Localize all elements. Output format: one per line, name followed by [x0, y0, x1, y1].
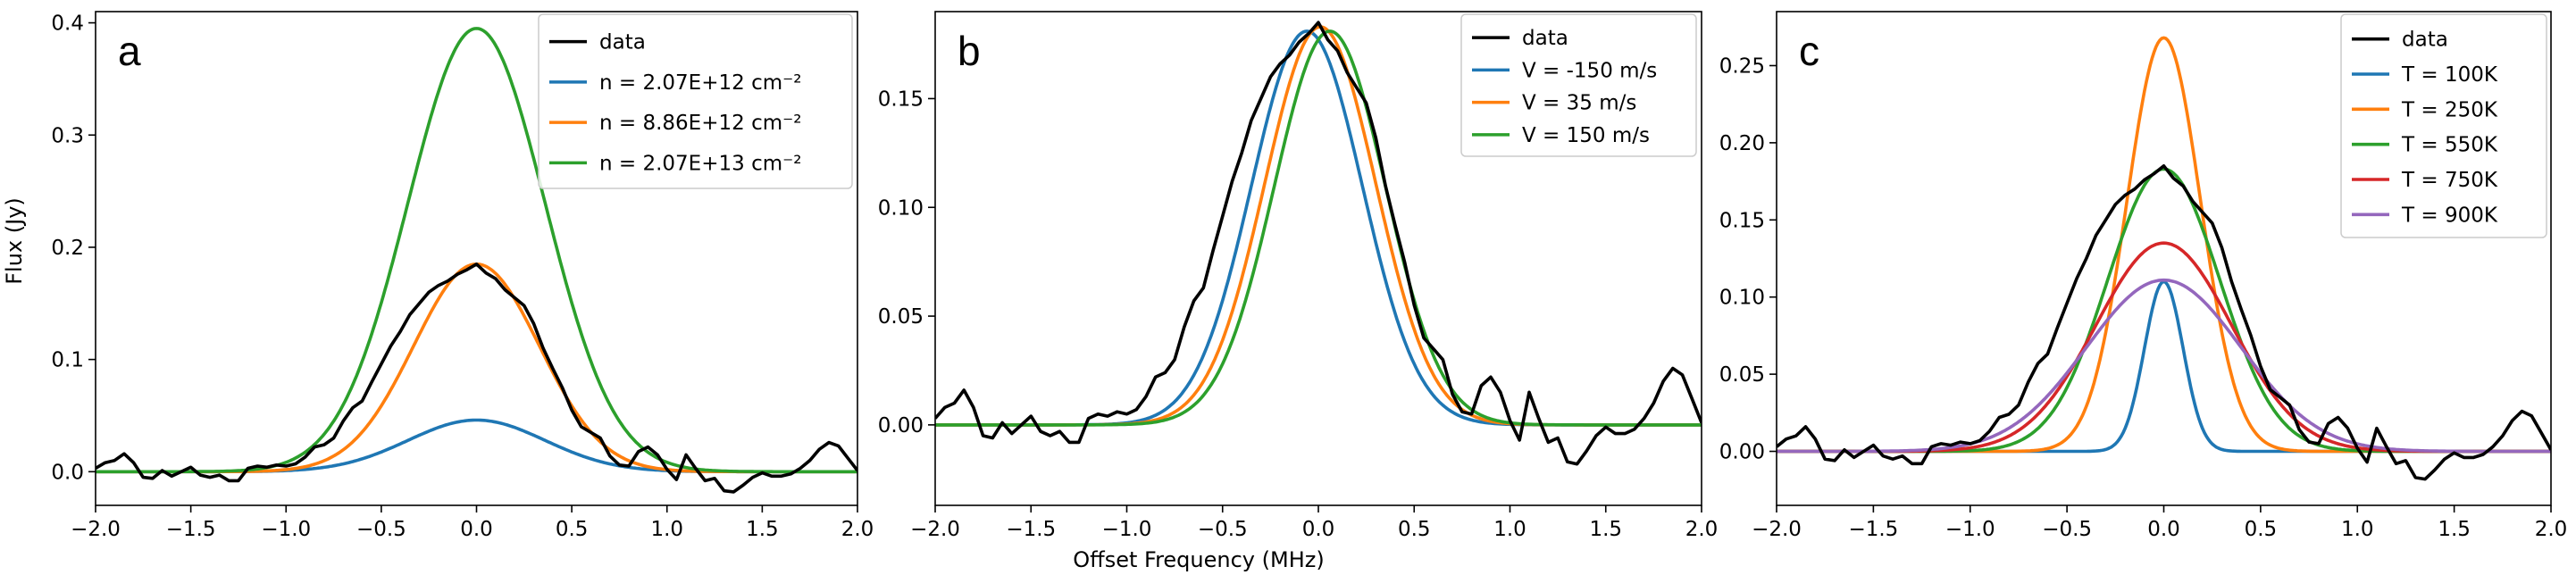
x-tick-label: 0.0	[460, 518, 493, 541]
legend-entry: data	[2402, 29, 2448, 52]
x-axis-label: Offset Frequency (MHz)	[1073, 547, 1324, 572]
legend-box	[538, 13, 853, 189]
legend-entry: V = -150 m/s	[1522, 59, 1657, 82]
y-tick-label: 0.0	[51, 461, 84, 484]
x-tick-label: −1.0	[1945, 518, 1995, 541]
x-tick-label: −1.5	[1848, 518, 1898, 541]
legend-entry: T = 100K	[2401, 63, 2498, 87]
y-tick-label: 0.4	[51, 12, 84, 36]
panel-label: c	[1799, 28, 1819, 74]
x-tick-label: 0.5	[1398, 518, 1431, 541]
legend-entry: T = 900K	[2401, 204, 2498, 227]
series-line-4	[1777, 241, 2551, 454]
legend-entry: T = 550K	[2401, 134, 2498, 157]
x-tick-label: 2.0	[1685, 518, 1719, 541]
y-tick-label: 0.2	[51, 237, 84, 260]
legend: data V = -150 m/s V = 35 m/s V = 150 m/s	[1460, 13, 1697, 157]
x-tick-label: −0.5	[1198, 518, 1248, 541]
series-line-data	[1777, 164, 2551, 481]
y-tick-label: 0.15	[878, 88, 924, 111]
legend-entry: V = 150 m/s	[1522, 124, 1650, 147]
legend-entry: data	[599, 31, 646, 54]
x-tick-label: 1.0	[650, 518, 683, 541]
x-tick-label: 1.5	[1589, 518, 1622, 541]
series-line-data	[935, 21, 1702, 466]
x-tick-label: 1.0	[2341, 518, 2374, 541]
x-tick-label: 1.5	[2438, 518, 2471, 541]
legend: data n = 2.07E+12 cm⁻² n = 8.86E+12 cm⁻² n …	[538, 13, 853, 189]
panel-label: a	[118, 28, 141, 74]
x-tick-label: 0.0	[2147, 518, 2180, 541]
x-tick-label: −2.0	[1752, 518, 1802, 541]
x-tick-label: 0.5	[2245, 518, 2278, 541]
x-tick-label: −0.5	[2042, 518, 2092, 541]
legend-entry: V = 35 m/s	[1522, 92, 1636, 115]
x-tick-label: 2.0	[841, 518, 874, 541]
y-axis-label: Flux (Jy)	[2, 197, 27, 285]
plot-area	[935, 21, 1702, 466]
x-tick-label: −1.0	[1102, 518, 1152, 541]
legend-entry: T = 750K	[2401, 169, 2498, 192]
y-tick-label: 0.15	[1719, 209, 1765, 232]
legend-entry: T = 250K	[2401, 98, 2498, 121]
y-tick-label: 0.25	[1719, 54, 1765, 78]
legend-entry: n = 2.07E+13 cm⁻²	[599, 152, 801, 175]
series-line-1	[1777, 279, 2551, 454]
legend-entry: data	[1522, 27, 1568, 50]
legend-entry: n = 2.07E+12 cm⁻²	[599, 71, 801, 95]
legend-box	[2340, 13, 2547, 238]
legend-box	[1460, 13, 1697, 157]
series-line-data	[96, 262, 857, 494]
series-line-5	[1777, 278, 2551, 454]
series-line-1	[96, 418, 857, 474]
plot-area	[1777, 36, 2551, 481]
y-tick-label: 0.05	[1719, 363, 1765, 387]
x-tick-label: −1.0	[261, 518, 311, 541]
y-tick-label: 0.20	[1719, 132, 1765, 155]
x-tick-label: 0.0	[1302, 518, 1335, 541]
y-tick-label: 0.10	[878, 196, 924, 220]
plot-area	[96, 27, 857, 494]
x-tick-label: 0.5	[556, 518, 589, 541]
x-tick-label: −0.5	[356, 518, 406, 541]
y-tick-label: 0.3	[51, 124, 84, 147]
x-tick-label: −2.0	[71, 518, 121, 541]
x-tick-label: 2.0	[2535, 518, 2568, 541]
x-tick-label: 1.5	[746, 518, 779, 541]
x-tick-label: −1.5	[166, 518, 216, 541]
series-line-3	[935, 29, 1702, 427]
x-tick-label: −2.0	[910, 518, 960, 541]
y-tick-label: 0.00	[1719, 441, 1765, 464]
panel-c: −2.0 −1.5 −1.0 −0.5 0.0 0.5 1.0 1.5 2.0 0.00 0.05 0…	[1719, 11, 2568, 541]
x-tick-label: 1.0	[1493, 518, 1526, 541]
y-tick-label: 0.05	[878, 305, 924, 329]
series-line-2	[96, 262, 857, 474]
y-tick-label: 0.10	[1719, 287, 1765, 310]
y-tick-label: 0.00	[878, 414, 924, 438]
series-line-3	[96, 27, 857, 474]
panel-a: −2.0 −1.5 −1.0 −0.5 0.0 0.5 1.0 1.5 2.0 0.0 0.1 0.2…	[51, 11, 874, 541]
panel-b: −2.0 −1.5 −1.0 −0.5 0.0 0.5 1.0 1.5 2.0 0.00 0.05 0…	[878, 11, 1719, 541]
x-tick-label: −1.5	[1006, 518, 1056, 541]
legend: data T = 100K T = 250K T = 550K T = 750K T = …	[2340, 13, 2547, 238]
panel-label: b	[958, 28, 981, 74]
legend-entry: n = 8.86E+12 cm⁻²	[599, 112, 801, 135]
y-tick-label: 0.1	[51, 349, 84, 372]
